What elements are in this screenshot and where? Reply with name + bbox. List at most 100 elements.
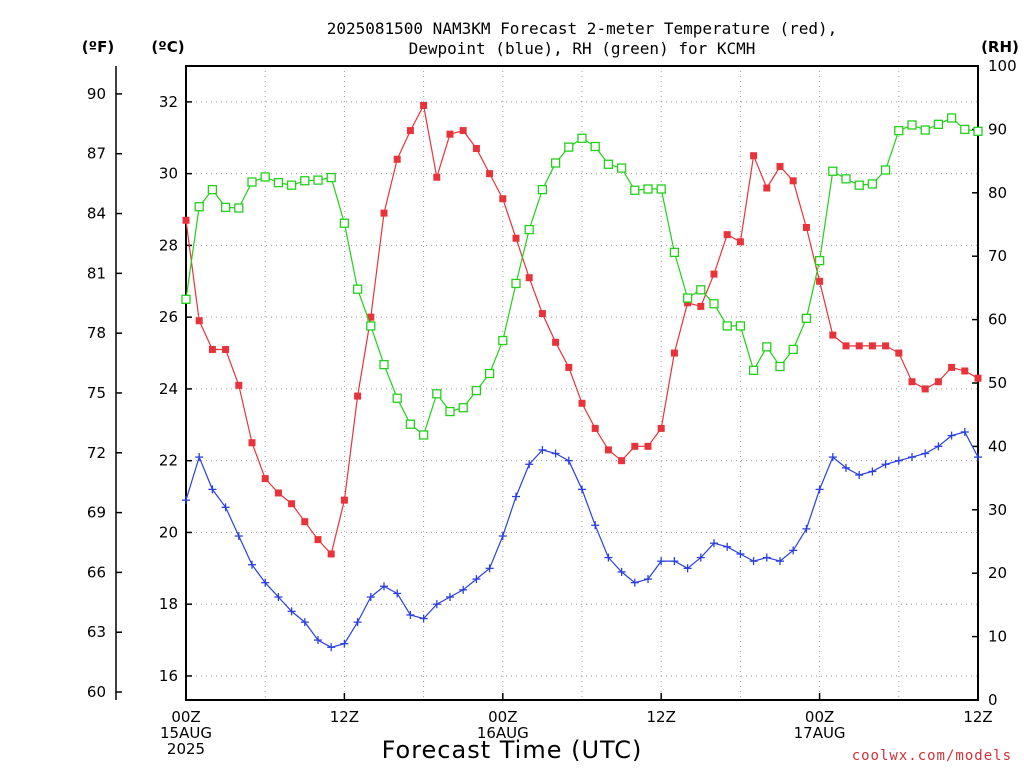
temperature-point [565,363,573,371]
rh-point [234,203,244,213]
celsius-tick-label: 20 [159,523,178,541]
chart-title-line2: Dewpoint (blue), RH (green) for KCMH [409,39,756,58]
rh-point [933,119,944,129]
temperature-point [340,496,348,504]
dewpoint-point [828,453,837,462]
rh-point [498,335,508,346]
dewpoint-point [683,564,692,573]
temperature-point [829,331,837,339]
rh-point [722,321,732,331]
temperature-point [538,310,546,318]
dewpoint-point [327,643,336,652]
x-tick-label: 2025 [167,740,205,758]
rh-point [458,403,468,413]
x-tick-label: 12Z [647,708,676,726]
dewpoint-point [894,456,903,465]
temperature-point [261,475,269,483]
dewpoint-point [617,567,626,576]
dewpoint-point [644,575,652,584]
dewpoint-point [630,578,639,587]
dewpoint-point [551,449,560,458]
rh-point [880,165,891,175]
x-tick-label: 00Z [805,708,834,726]
temperature-point [380,209,388,217]
dewpoint-point [855,471,864,480]
temperature-point [235,381,243,389]
rh-point [775,361,785,372]
rh-point [432,389,442,399]
rh-point [867,179,878,189]
dewpoint-point [512,492,520,501]
temperature-point [578,399,586,407]
temperature-point [948,363,956,371]
temperature-point [697,302,705,310]
dewpoint-point [696,553,705,562]
rh-point [973,126,983,136]
dewpoint-point [908,453,916,462]
temperature-point [274,489,282,497]
dewpoint-point [300,618,309,627]
rh-point [471,385,482,396]
temperature-point [222,345,230,353]
rh-point [524,224,534,235]
dewpoint-point [749,557,758,566]
rh-point [326,172,336,183]
rh-point [564,142,574,152]
fahrenheit-tick-label: 78 [87,324,106,342]
rh-point [352,284,363,294]
unit-label-celsius: (ºC) [151,38,184,56]
rh-point [814,255,825,266]
rh-point [286,180,297,190]
rh-point [788,344,798,355]
dewpoint-point [353,618,362,627]
dewpoint-point [406,610,415,619]
dewpoint-point [723,542,732,551]
temperature-point [406,127,414,135]
rh-tick-label: 90 [988,120,1007,138]
x-tick-label: 00Z [488,708,517,726]
temperature-point [961,367,969,375]
temperature-point [789,177,797,185]
rh-point [682,293,693,303]
dewpoint-point [789,546,798,555]
x-tick-label: 12Z [963,708,992,726]
temperature-point [525,274,533,282]
dewpoint-point [234,532,243,541]
dewpoint-point [221,503,230,512]
temperature-point [472,145,480,153]
temperature-point [618,457,626,465]
dewpoint-point [934,442,943,451]
dewpoint-point [538,445,547,454]
temperature-point [433,173,441,181]
fahrenheit-tick-label: 60 [87,683,106,701]
rh-point [511,278,521,289]
dewpoint-point [195,453,204,462]
rh-point [181,294,191,304]
x-tick-label: 15AUG [160,724,212,742]
temperature-point [486,170,494,178]
rh-point [960,124,970,135]
dewpoint-point [340,639,349,648]
temperature-point [684,299,692,307]
temperature-point [895,349,903,357]
chart-title-line1: 2025081500 NAM3KM Forecast 2-meter Tempe… [327,19,838,38]
dewpoint-point [459,585,468,594]
temperature-point [195,317,203,325]
temperature-point [393,155,401,163]
axis-ticks: 16 18 20 22 24 26 28 30 32 60 63 66 69 72 75 78 81 84 87 90… [87,57,1017,758]
rh-point [656,184,666,194]
rh-tick-label: 50 [988,374,1007,392]
rh-point [709,299,719,309]
dewpoint-point [485,564,494,573]
rh-point [260,172,270,182]
rh-point [247,177,257,187]
fahrenheit-tick-label: 87 [87,145,106,163]
temperature-point [552,338,560,346]
fahrenheit-tick-label: 81 [87,264,106,282]
rh-tick-label: 70 [988,247,1007,265]
temperature-point [802,223,810,231]
x-tick-label: 16AUG [477,724,529,742]
temperature-point [723,231,731,239]
x-tick-label: 12Z [330,708,359,726]
rh-point [762,342,772,352]
